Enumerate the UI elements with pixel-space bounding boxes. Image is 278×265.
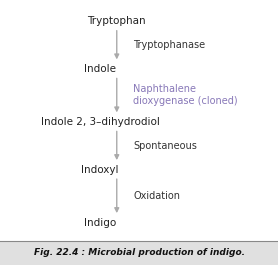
- Text: Oxidation: Oxidation: [133, 191, 180, 201]
- Text: Indole 2, 3–dihydrodiol: Indole 2, 3–dihydrodiol: [41, 117, 160, 127]
- Text: Tryptophan: Tryptophan: [88, 16, 146, 26]
- Text: Tryptophanase: Tryptophanase: [133, 40, 205, 50]
- Text: Spontaneous: Spontaneous: [133, 141, 197, 151]
- Text: dioxygenase (cloned): dioxygenase (cloned): [133, 96, 238, 106]
- FancyBboxPatch shape: [0, 241, 278, 265]
- Text: Indoxyl: Indoxyl: [81, 165, 119, 175]
- Text: Fig. 22.4 : Microbial production of indigo.: Fig. 22.4 : Microbial production of indi…: [34, 248, 244, 257]
- Text: Indole: Indole: [84, 64, 116, 74]
- Text: Naphthalene: Naphthalene: [133, 85, 197, 94]
- Text: Indigo: Indigo: [84, 218, 116, 228]
